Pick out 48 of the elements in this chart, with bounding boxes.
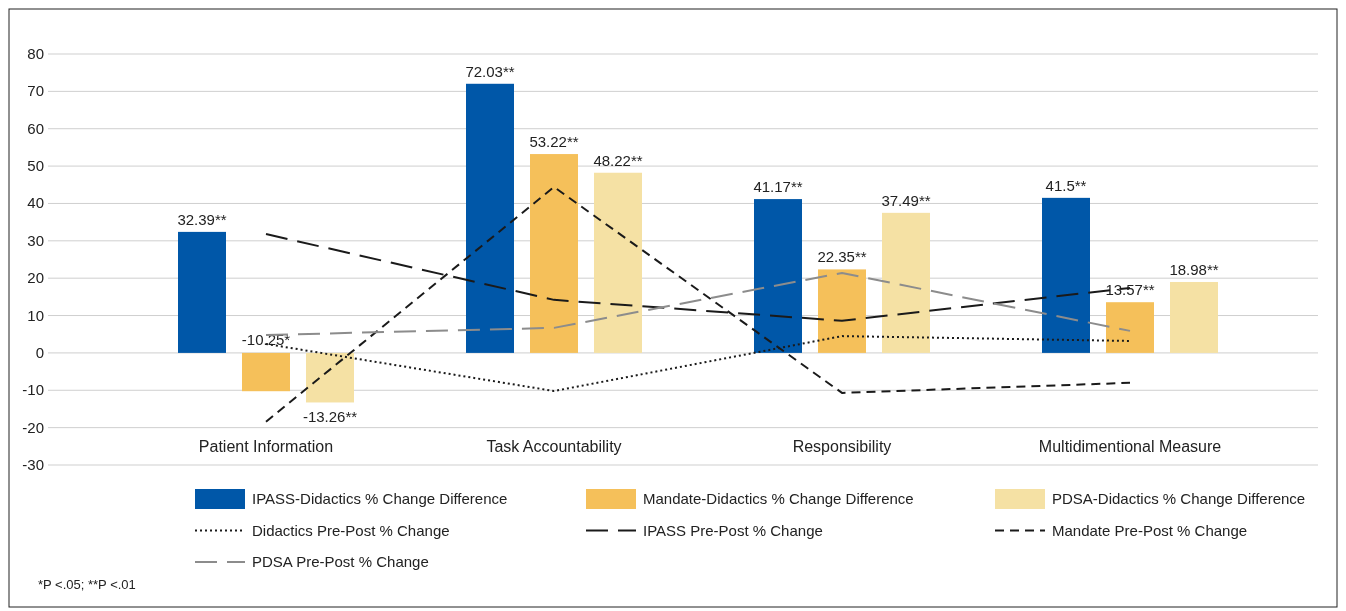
bar <box>594 172 642 353</box>
bar <box>306 352 354 403</box>
data-label: 18.98** <box>1169 260 1219 278</box>
legend-label: Didactics Pre-Post % Change <box>252 521 450 539</box>
legend-label: IPASS-Didactics % Change Difference <box>252 490 508 507</box>
y-tick-label: 20 <box>27 269 44 287</box>
x-tick-label: Responsibility <box>792 437 892 455</box>
data-label: 32.39** <box>177 210 227 228</box>
legend-label: Mandate-Didactics % Change Difference <box>643 490 914 507</box>
data-label: 53.22** <box>529 133 579 151</box>
y-tick-label: 0 <box>35 343 44 361</box>
y-tick-label: 30 <box>27 231 44 249</box>
data-label: -10.25* <box>241 330 291 348</box>
legend-label: Mandate Pre-Post % Change <box>1052 521 1248 539</box>
y-tick-label: 80 <box>27 45 44 62</box>
data-label: 72.03** <box>465 62 515 80</box>
y-tick-label: 40 <box>27 194 44 212</box>
text: *P <.05; **P <.01 <box>38 577 136 592</box>
bar <box>1170 281 1218 353</box>
bar <box>530 154 578 353</box>
data-label: 41.17** <box>753 178 803 196</box>
y-tick-label: 10 <box>27 306 44 324</box>
y-tick-label: -10 <box>22 381 44 399</box>
bar <box>242 352 290 392</box>
y-tick-label: -20 <box>22 418 44 436</box>
y-tick-label: -30 <box>22 456 44 473</box>
data-label: 48.22** <box>593 151 643 169</box>
legend-label: IPASS Pre-Post % Change <box>643 521 823 539</box>
bar <box>1106 302 1154 353</box>
data-label: 13.57** <box>1105 281 1155 299</box>
bar <box>466 83 514 353</box>
y-tick-label: 50 <box>27 157 44 175</box>
bar <box>1042 197 1090 353</box>
data-label: -13.26** <box>302 408 358 426</box>
y-tick-label: 60 <box>27 119 44 137</box>
bar <box>754 199 802 353</box>
y-tick-label: 70 <box>27 82 44 100</box>
data-label: 41.5** <box>1045 176 1087 194</box>
legend-label: PDSA-Didactics % Change Difference <box>1052 490 1306 507</box>
x-tick-label: Task Accountability <box>486 437 622 455</box>
x-tick-label: Multidimentional Measure <box>1038 437 1222 455</box>
data-label: 22.35** <box>817 248 867 266</box>
data-label: 37.49** <box>881 191 931 209</box>
bar <box>882 212 930 353</box>
legend-label: PDSA Pre-Post % Change <box>252 553 429 570</box>
x-tick-label: Patient Information <box>198 437 334 455</box>
bar <box>818 269 866 353</box>
bar <box>178 231 226 353</box>
